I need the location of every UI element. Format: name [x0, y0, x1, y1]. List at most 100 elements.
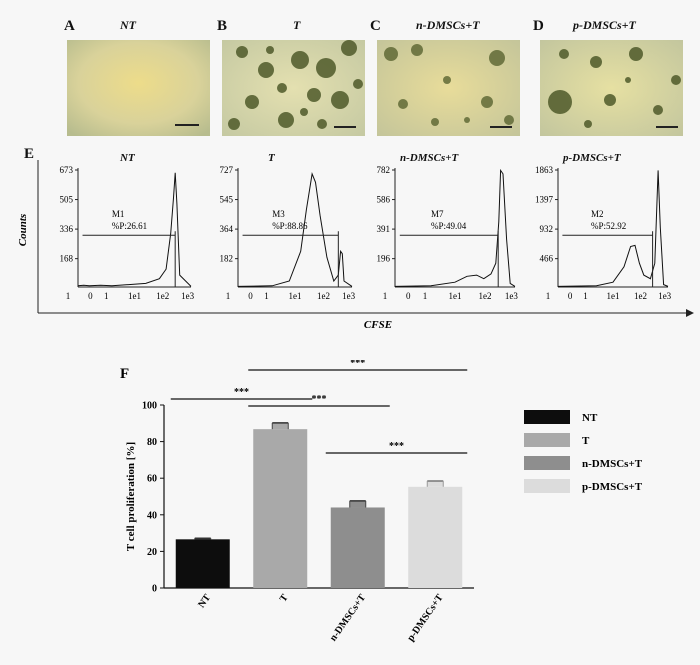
micrograph-nt-image: [67, 40, 210, 136]
bar-category-label-2: n-DMSCs+T: [328, 592, 369, 643]
cyto-xtick-label: 1e2: [156, 291, 169, 301]
cyto-xtick-label: 1e2: [317, 291, 330, 301]
cyto-gate-name: M3: [272, 209, 285, 219]
cyto-ytick-label: 196: [377, 254, 391, 264]
cyto-xtick-label: 1e3: [658, 291, 671, 301]
cyto-xtick-label: 0: [88, 291, 93, 301]
micrograph-t-image: [222, 40, 365, 136]
bar-ytick-label: 0: [152, 584, 157, 595]
cyto-title-t: T: [268, 152, 275, 164]
cyto-histogram: [557, 170, 669, 287]
cyto-xtick-label: 1e1: [449, 291, 462, 301]
cyto-gate-percent: %P:88.86: [272, 221, 308, 231]
cyto-xtick-label: 1e3: [181, 291, 194, 301]
bar-0: [175, 539, 230, 588]
cyto-ytick-label: 782: [377, 165, 391, 175]
bar-y-axis-label: T cell proliferation [%]: [125, 442, 137, 551]
cyto-xtick-label: 0: [406, 291, 411, 301]
bar-ytick-label: 40: [147, 510, 157, 521]
bar-3: [408, 486, 463, 588]
panel-title-c: n-DMSCs+T: [416, 18, 480, 32]
bar-ytick-label: 60: [147, 474, 157, 485]
panel-title-a: NT: [120, 18, 136, 32]
cyto-xtick-label: 1e2: [479, 291, 492, 301]
panel-letter-f: F: [120, 366, 129, 382]
cyto-xtick-label: 1: [383, 291, 388, 301]
cyto-ytick-label: 586: [377, 195, 391, 205]
legend-label-2: n-DMSCs+T: [582, 458, 643, 470]
cyto-ytick-label: 932: [540, 224, 554, 234]
bar-ytick-label: 100: [142, 401, 157, 412]
cyto-xtick-label: 1e1: [289, 291, 302, 301]
cyto-ytick-label: 466: [540, 254, 554, 264]
panel-letter-a: A: [64, 18, 75, 34]
proliferation-bar-chart: F 0 20 40 60 80 100 T cell proliferation [%] NT T…: [120, 360, 643, 643]
cyto-ytick-label: 673: [60, 165, 74, 175]
cyto-x-axis-label: CFSE: [364, 319, 392, 331]
cyto-gate-percent: %P:26.61: [112, 221, 147, 231]
significance-label-1: ***: [312, 394, 327, 405]
panel-letter-b: B: [217, 18, 228, 34]
cyto-plot-2: 782 586 391 196 1 0 1 1e1 1e2 1e3 M7 %P:49.04: [377, 165, 519, 301]
significance-label-0: ***: [234, 387, 249, 398]
panel-title-d: p-DMSCs+T: [573, 18, 636, 32]
cyto-xtick-label: 1: [66, 291, 71, 301]
bar-2: [330, 507, 385, 588]
cyto-xtick-label: 1e3: [342, 291, 355, 301]
micrograph-nt: [67, 40, 210, 136]
panel-title-b: T: [293, 18, 301, 32]
cyto-ytick-label: 1397: [535, 195, 554, 205]
cyto-title-n-dmscs: n-DMSCs+T: [400, 152, 459, 164]
cyto-ytick-label: 545: [220, 195, 234, 205]
legend-label-1: T: [582, 435, 590, 447]
panel-letter-d: D: [533, 18, 544, 34]
error-bar-stem-3: [427, 480, 444, 487]
panel-letter-c: C: [370, 18, 381, 34]
cyto-xtick-label: 1: [226, 291, 231, 301]
cyto-plot-0: 673 505 336 168 1 0 1 1e1 1e2 1e3 M1 %P:26.61: [60, 165, 195, 301]
cyto-xtick-label: 1e1: [128, 291, 141, 301]
cyto-xtick-label: 1: [264, 291, 269, 301]
legend-swatch-2: [524, 456, 570, 470]
legend-swatch-0: [524, 410, 570, 424]
cyto-title-p-dmscs: p-DMSCs+T: [563, 152, 621, 164]
cyto-histogram: [394, 168, 516, 287]
significance-label-2: ***: [350, 360, 365, 369]
error-bar-stem-1: [272, 422, 289, 430]
micrograph-p-dmscs-image: [540, 40, 683, 136]
bar-category-label-3: p-DMSCs+T: [405, 592, 446, 643]
cyto-xtick-label: 1: [104, 291, 109, 301]
cyto-gate-name: M1: [112, 209, 125, 219]
cyto-xtick-label: 1e1: [607, 291, 620, 301]
legend-label-0: NT: [582, 412, 598, 424]
cyto-x-arrow: [686, 309, 694, 317]
cyto-xtick-label: 1: [423, 291, 428, 301]
bar-1: [253, 429, 308, 588]
bar-category-label-0: NT: [196, 592, 213, 610]
cyto-gate-percent: %P:52.92: [591, 221, 626, 231]
cyto-ytick-label: 364: [220, 224, 234, 234]
cyto-gate-percent: %P:49.04: [431, 221, 467, 231]
legend-swatch-3: [524, 479, 570, 493]
cyto-ytick-label: 727: [220, 165, 234, 175]
cyto-gate-name: M2: [591, 209, 604, 219]
micrograph-t: [222, 40, 365, 136]
bar-category-label-1: T: [278, 592, 291, 604]
legend-label-3: p-DMSCs+T: [582, 481, 643, 493]
cyto-title-nt: NT: [120, 152, 135, 164]
cyto-ytick-label: 182: [220, 254, 234, 264]
cyto-ytick-label: 1863: [535, 165, 554, 175]
cyto-plot-1: 727 545 364 182 1 0 1 1e1 1e2 1e3 M3 %P:88.86: [220, 165, 356, 301]
cyto-xtick-label: 1: [583, 291, 588, 301]
cyto-y-axis-label: Counts: [17, 214, 29, 246]
cyto-ytick-label: 391: [377, 224, 391, 234]
micrograph-n-dmscs: [377, 40, 520, 136]
cyto-histogram: [77, 172, 192, 287]
cyto-gate-name: M7: [431, 209, 444, 219]
legend-swatch-1: [524, 433, 570, 447]
cyto-ytick-label: 505: [60, 195, 74, 205]
bar-ytick-label: 20: [147, 547, 157, 558]
cyto-ytick-label: 336: [60, 224, 74, 234]
